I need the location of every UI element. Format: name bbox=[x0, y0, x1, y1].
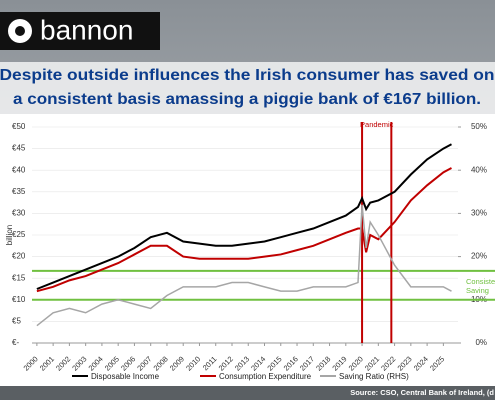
footer-strip bbox=[0, 386, 495, 400]
saving-band-label: Consistent bbox=[466, 277, 495, 286]
y-tick-label: €45 bbox=[12, 144, 26, 153]
pandemic-label: Pandemic bbox=[360, 120, 394, 129]
series-line bbox=[36, 143, 452, 290]
y-axis-label: billion bbox=[5, 225, 14, 245]
y-tick-label: €10 bbox=[12, 295, 26, 304]
legend-label: Saving Ratio (RHS) bbox=[339, 372, 409, 381]
y-tick-label: €30 bbox=[12, 209, 26, 218]
legend-label: Disposable Income bbox=[91, 372, 160, 381]
y-tick-label: €35 bbox=[12, 187, 26, 196]
y-tick-label: €25 bbox=[12, 230, 26, 239]
legend-label: Consumption Expenditure bbox=[219, 372, 312, 381]
y-tick-label: €40 bbox=[12, 165, 26, 174]
y2-tick-label: 20% bbox=[471, 252, 487, 261]
logo-icon-inner bbox=[15, 26, 25, 36]
headline: a consistent basis amassing a piggie ban… bbox=[13, 91, 481, 108]
y-tick-label: €20 bbox=[12, 252, 26, 261]
headline: Despite outside influences the Irish con… bbox=[0, 67, 495, 84]
y-tick-label: €15 bbox=[12, 273, 26, 282]
y-tick-label: €5 bbox=[12, 317, 21, 326]
y2-tick-label: 50% bbox=[471, 122, 487, 131]
y2-tick-label: 0% bbox=[475, 338, 487, 347]
y-tick-label: €50 bbox=[12, 122, 26, 131]
logo-text: bannon bbox=[40, 14, 133, 45]
series-line bbox=[36, 167, 452, 293]
y2-tick-label: 30% bbox=[471, 209, 487, 218]
headline-panel bbox=[0, 62, 495, 114]
saving-band-label: Saving bbox=[466, 286, 489, 295]
y-tick-label: €- bbox=[12, 338, 19, 347]
y2-tick-label: 40% bbox=[471, 165, 487, 174]
chart-panel bbox=[0, 114, 495, 386]
source: Source: CSO, Central Bank of Ireland, (d bbox=[350, 388, 494, 397]
series-line bbox=[36, 204, 452, 327]
